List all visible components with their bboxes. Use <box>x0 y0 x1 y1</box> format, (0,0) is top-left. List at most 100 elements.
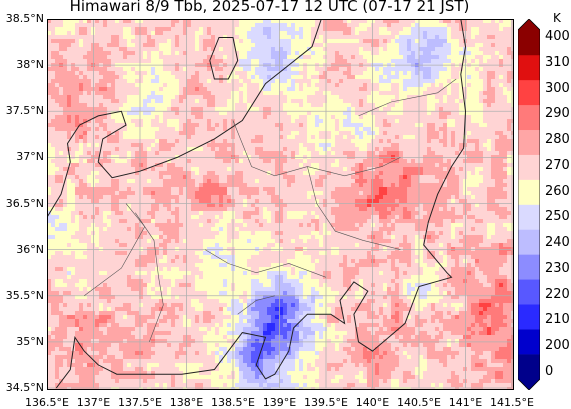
tbb-cell <box>263 59 268 64</box>
tbb-cell <box>311 127 316 132</box>
tbb-cell <box>327 95 332 100</box>
tbb-cell <box>291 39 296 44</box>
tbb-cell <box>331 163 336 168</box>
tbb-cell <box>263 75 268 80</box>
tbb-cell <box>167 139 172 144</box>
tbb-cell <box>119 179 124 184</box>
tbb-cell <box>187 179 192 184</box>
tbb-cell <box>499 123 504 128</box>
tbb-cell <box>63 127 68 132</box>
tbb-cell <box>279 83 284 88</box>
tbb-cell <box>299 119 304 124</box>
tbb-cell <box>351 171 356 176</box>
tbb-cell <box>367 183 372 188</box>
tbb-cell <box>183 51 188 56</box>
tbb-cell <box>395 115 400 120</box>
tbb-cell <box>459 147 464 152</box>
tbb-cell <box>275 187 280 192</box>
tbb-cell <box>171 147 176 152</box>
tbb-cell <box>215 95 220 100</box>
tbb-cell <box>427 107 432 112</box>
tbb-cell <box>179 175 184 180</box>
tbb-cell <box>75 39 80 44</box>
tbb-cell <box>131 43 136 48</box>
tbb-cell <box>291 147 296 152</box>
tbb-cell <box>227 43 232 48</box>
tbb-cell <box>203 27 208 32</box>
tbb-cell <box>107 179 112 184</box>
tbb-cell <box>159 47 164 52</box>
tbb-cell <box>415 43 420 48</box>
tbb-cell <box>415 39 420 44</box>
tbb-cell <box>223 127 228 132</box>
tbb-cell <box>423 115 428 120</box>
tbb-cell <box>275 95 280 100</box>
tbb-cell <box>207 55 212 60</box>
tbb-cell <box>287 183 292 188</box>
tbb-cell <box>239 159 244 164</box>
tbb-cell <box>223 175 228 180</box>
tbb-cell <box>471 111 476 116</box>
tbb-cell <box>175 139 180 144</box>
tbb-cell <box>175 51 180 56</box>
tbb-cell <box>171 103 176 108</box>
tbb-cell <box>55 99 60 104</box>
tbb-cell <box>223 111 228 116</box>
tbb-cell <box>299 55 304 60</box>
tbb-cell <box>211 87 216 92</box>
tbb-cell <box>487 83 492 88</box>
tbb-cell <box>87 147 92 152</box>
tbb-cell <box>511 123 514 128</box>
tbb-cell <box>55 167 60 172</box>
tbb-cell <box>483 147 488 152</box>
tbb-cell <box>323 47 328 52</box>
tbb-cell <box>303 135 308 140</box>
tbb-cell <box>99 67 104 72</box>
tbb-cell <box>495 27 500 32</box>
tbb-cell <box>215 27 220 32</box>
tbb-cell <box>319 163 324 168</box>
tbb-cell <box>195 175 200 180</box>
tbb-cell <box>235 167 240 172</box>
tbb-cell <box>375 167 380 172</box>
tbb-cell <box>291 151 296 156</box>
tbb-cell <box>283 167 288 172</box>
tbb-cell <box>239 79 244 84</box>
tbb-cell <box>71 71 76 76</box>
tbb-cell <box>435 71 440 76</box>
tbb-cell <box>223 167 228 172</box>
tbb-cell <box>119 147 124 152</box>
tbb-cell <box>203 179 208 184</box>
tbb-cell <box>243 75 248 80</box>
tbb-cell <box>99 159 104 164</box>
tbb-cell <box>87 19 92 24</box>
tbb-cell <box>83 87 88 92</box>
tbb-cell <box>399 83 404 88</box>
tbb-cell <box>495 163 500 168</box>
tbb-cell <box>467 135 472 140</box>
tbb-cell <box>123 47 128 52</box>
tbb-cell <box>459 111 464 116</box>
tbb-cell <box>295 123 300 128</box>
tbb-cell <box>439 87 444 92</box>
tbb-cell <box>387 135 392 140</box>
tbb-cell <box>471 139 476 144</box>
tbb-cell <box>339 139 344 144</box>
tbb-cell <box>387 127 392 132</box>
tbb-cell <box>159 135 164 140</box>
tbb-cell <box>483 47 488 52</box>
tbb-cell <box>283 99 288 104</box>
tbb-cell <box>139 143 144 148</box>
tbb-cell <box>399 111 404 116</box>
tbb-cell <box>315 23 320 28</box>
tbb-cell <box>267 179 272 184</box>
tbb-cell <box>171 87 176 92</box>
tbb-cell <box>431 19 436 24</box>
tbb-cell <box>359 55 364 60</box>
map-plot-area[interactable] <box>47 19 514 390</box>
tbb-cell <box>163 67 168 72</box>
tbb-cell <box>195 107 200 112</box>
tbb-cell <box>435 75 440 80</box>
tbb-cell <box>79 31 84 36</box>
tbb-cell <box>303 111 308 116</box>
